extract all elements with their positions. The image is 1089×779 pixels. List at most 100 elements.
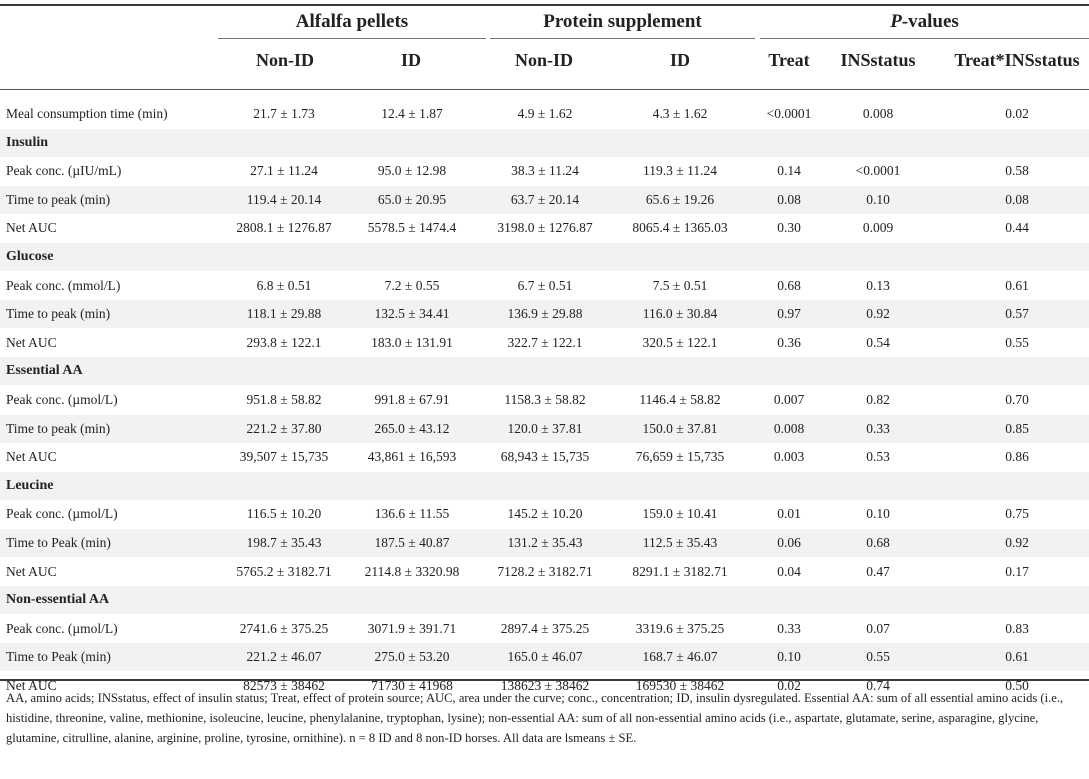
table-row: Net AUC 82573 ± 38462 71730 ± 41968 138623 … <box>0 672 1089 700</box>
section-label: Essential AA <box>6 363 83 379</box>
table-cell: 116.0 ± 30.84 <box>642 306 718 322</box>
table-cell: 150.0 ± 37.81 <box>642 420 718 436</box>
table-cell: 0.33 <box>866 420 890 436</box>
col-header: INSstatus <box>840 50 916 70</box>
table-cell: 68,943 ± 15,735 <box>500 449 590 465</box>
table-cell: 0.53 <box>866 449 890 465</box>
row-label: Peak conc. (µmol/L) <box>6 506 118 522</box>
table-cell: 169530 ± 38462 <box>635 678 725 693</box>
table-cell: 293.8 ± 122.1 <box>246 334 322 350</box>
table-footnote: AA, amino acids; INSstatus, effect of in… <box>6 691 1064 745</box>
col-header: Non-ID <box>255 50 314 70</box>
table-cell: 0.17 <box>1005 563 1029 579</box>
table-cell: 0.007 <box>773 392 805 407</box>
table-cell: 165.0 ± 46.07 <box>507 649 583 665</box>
table-cell: 6.8 ± 0.51 <box>256 277 312 293</box>
table-cell: 116.5 ± 10.20 <box>246 506 322 522</box>
table-cell: 0.08 <box>1005 191 1029 207</box>
table-cell: 0.10 <box>866 191 890 207</box>
table-row: Time to peak (min) 221.2 ± 37.80 265.0 ± 4… <box>0 414 1089 443</box>
table-cell: 8065.4 ± 1365.03 <box>632 220 728 236</box>
table-cell: 159.0 ± 10.41 <box>642 506 718 522</box>
table-cell: 0.61 <box>1005 277 1029 293</box>
col-header: ID <box>400 50 421 70</box>
table-row: Meal consumption time (min) 21.7 ± 1.73 12… <box>0 100 1089 128</box>
table-cell: 0.97 <box>777 306 801 322</box>
section-label: Glucose <box>6 249 54 264</box>
group-underline-protein <box>490 38 755 39</box>
group-header-protein: Protein supplement <box>543 11 702 32</box>
table-cell: 0.10 <box>777 649 801 665</box>
table-row: Peak conc. (µmol/L) 2741.6 ± 375.25 3071.9… <box>0 615 1089 643</box>
table-cell: 187.5 ± 40.87 <box>374 535 450 550</box>
table-cell: 0.61 <box>1005 649 1029 665</box>
table-cell: 0.75 <box>1005 506 1029 522</box>
row-label: Peak conc. (µmol/L) <box>6 620 118 636</box>
table-cell: 0.30 <box>777 220 801 236</box>
row-label: Time to peak (min) <box>6 306 111 322</box>
table-cell: 65.6 ± 19.26 <box>645 191 715 207</box>
table-cell: 0.68 <box>777 277 801 293</box>
table-cell: 0.74 <box>866 678 890 693</box>
row-label: Time to peak (min) <box>6 191 111 207</box>
table-cell: 0.44 <box>1005 220 1029 236</box>
table-cell: 0.08 <box>777 191 801 207</box>
table-row: Peak conc. (µIU/mL) 27.1 ± 11.24 95.0 ± 12… <box>0 157 1089 185</box>
table-cell: 198.7 ± 35.43 <box>246 535 322 550</box>
section-label: Leucine <box>6 477 54 493</box>
table-cell: 38.3 ± 11.24 <box>511 163 579 179</box>
table-row: Peak conc. (µmol/L) 951.8 ± 58.82 991.8 ± … <box>0 386 1089 414</box>
table-row: Net AUC 2808.1 ± 1276.87 5578.5 ± 1474.4 31… <box>0 214 1089 242</box>
table-cell: 320.5 ± 122.1 <box>642 334 718 350</box>
section-row: Glucose <box>0 243 1089 271</box>
table-cell: 0.02 <box>1005 106 1029 121</box>
table-cell: 0.07 <box>866 620 890 636</box>
table-cell: 0.58 <box>1005 163 1029 179</box>
table-cell: 0.92 <box>1005 535 1029 550</box>
table-cell: 3319.6 ± 375.25 <box>635 620 725 636</box>
table-cell: 0.68 <box>866 535 890 550</box>
table-cell: 0.50 <box>1005 678 1029 693</box>
table-cell: 0.008 <box>773 420 805 436</box>
section-row: Essential AA <box>0 357 1089 386</box>
table-top-rule <box>0 4 1089 6</box>
table-row: Net AUC 39,507 ± 15,735 43,861 ± 16,593 68,… <box>0 443 1089 471</box>
table-cell: 0.06 <box>777 535 801 550</box>
group-underline-alfalfa <box>218 38 486 39</box>
table-cell: 0.82 <box>866 392 890 407</box>
table-cell: 136.9 ± 29.88 <box>507 306 583 322</box>
table-cell: 2114.8 ± 3320.98 <box>364 563 460 579</box>
table-row: Time to Peak (min) 221.2 ± 46.07 275.0 ± 5… <box>0 643 1089 672</box>
table-cell: 7128.2 ± 3182.71 <box>497 563 593 579</box>
table-cell: 0.55 <box>866 649 890 665</box>
col-header: Non-ID <box>514 50 573 70</box>
table-cell: 3198.0 ± 1276.87 <box>497 220 593 236</box>
table-cell: 138623 ± 38462 <box>500 678 590 693</box>
table-cell: 7.5 ± 0.51 <box>652 277 708 293</box>
col-header: Treat <box>768 50 810 70</box>
table-cell: 322.7 ± 122.1 <box>507 334 583 350</box>
table-row: Time to Peak (min) 198.7 ± 35.43 187.5 ± 4… <box>0 529 1089 557</box>
table-cell: 5578.5 ± 1474.4 <box>367 220 457 236</box>
table-cell: 7.2 ± 0.55 <box>384 277 440 293</box>
table-cell: 0.14 <box>777 163 801 179</box>
table-row: Time to peak (min) 118.1 ± 29.88 132.5 ± 3… <box>0 300 1089 329</box>
col-header: Treat*INSstatus <box>954 50 1080 70</box>
table-cell: 0.01 <box>777 506 801 522</box>
table-cell: 95.0 ± 12.98 <box>377 163 447 179</box>
section-label: Insulin <box>6 134 49 150</box>
table-cell: 0.47 <box>866 563 890 579</box>
table-row: Net AUC 293.8 ± 122.1 183.0 ± 131.91 322.7 … <box>0 329 1089 357</box>
table-cell: 3071.9 ± 391.71 <box>367 620 457 636</box>
table-cell: 65.0 ± 20.95 <box>377 191 447 207</box>
table-cell: 1146.4 ± 58.82 <box>639 392 721 407</box>
table-cell: 119.3 ± 11.24 <box>643 163 717 179</box>
table-cell: 27.1 ± 11.24 <box>250 163 318 179</box>
table-cell: 0.57 <box>1005 306 1029 322</box>
table-cell: 0.86 <box>1005 449 1029 465</box>
row-label: Net AUC <box>6 334 57 350</box>
table-cell: 0.009 <box>862 220 894 236</box>
row-label: Peak conc. (µIU/mL) <box>6 163 122 179</box>
table-cell: 63.7 ± 20.14 <box>510 191 580 207</box>
